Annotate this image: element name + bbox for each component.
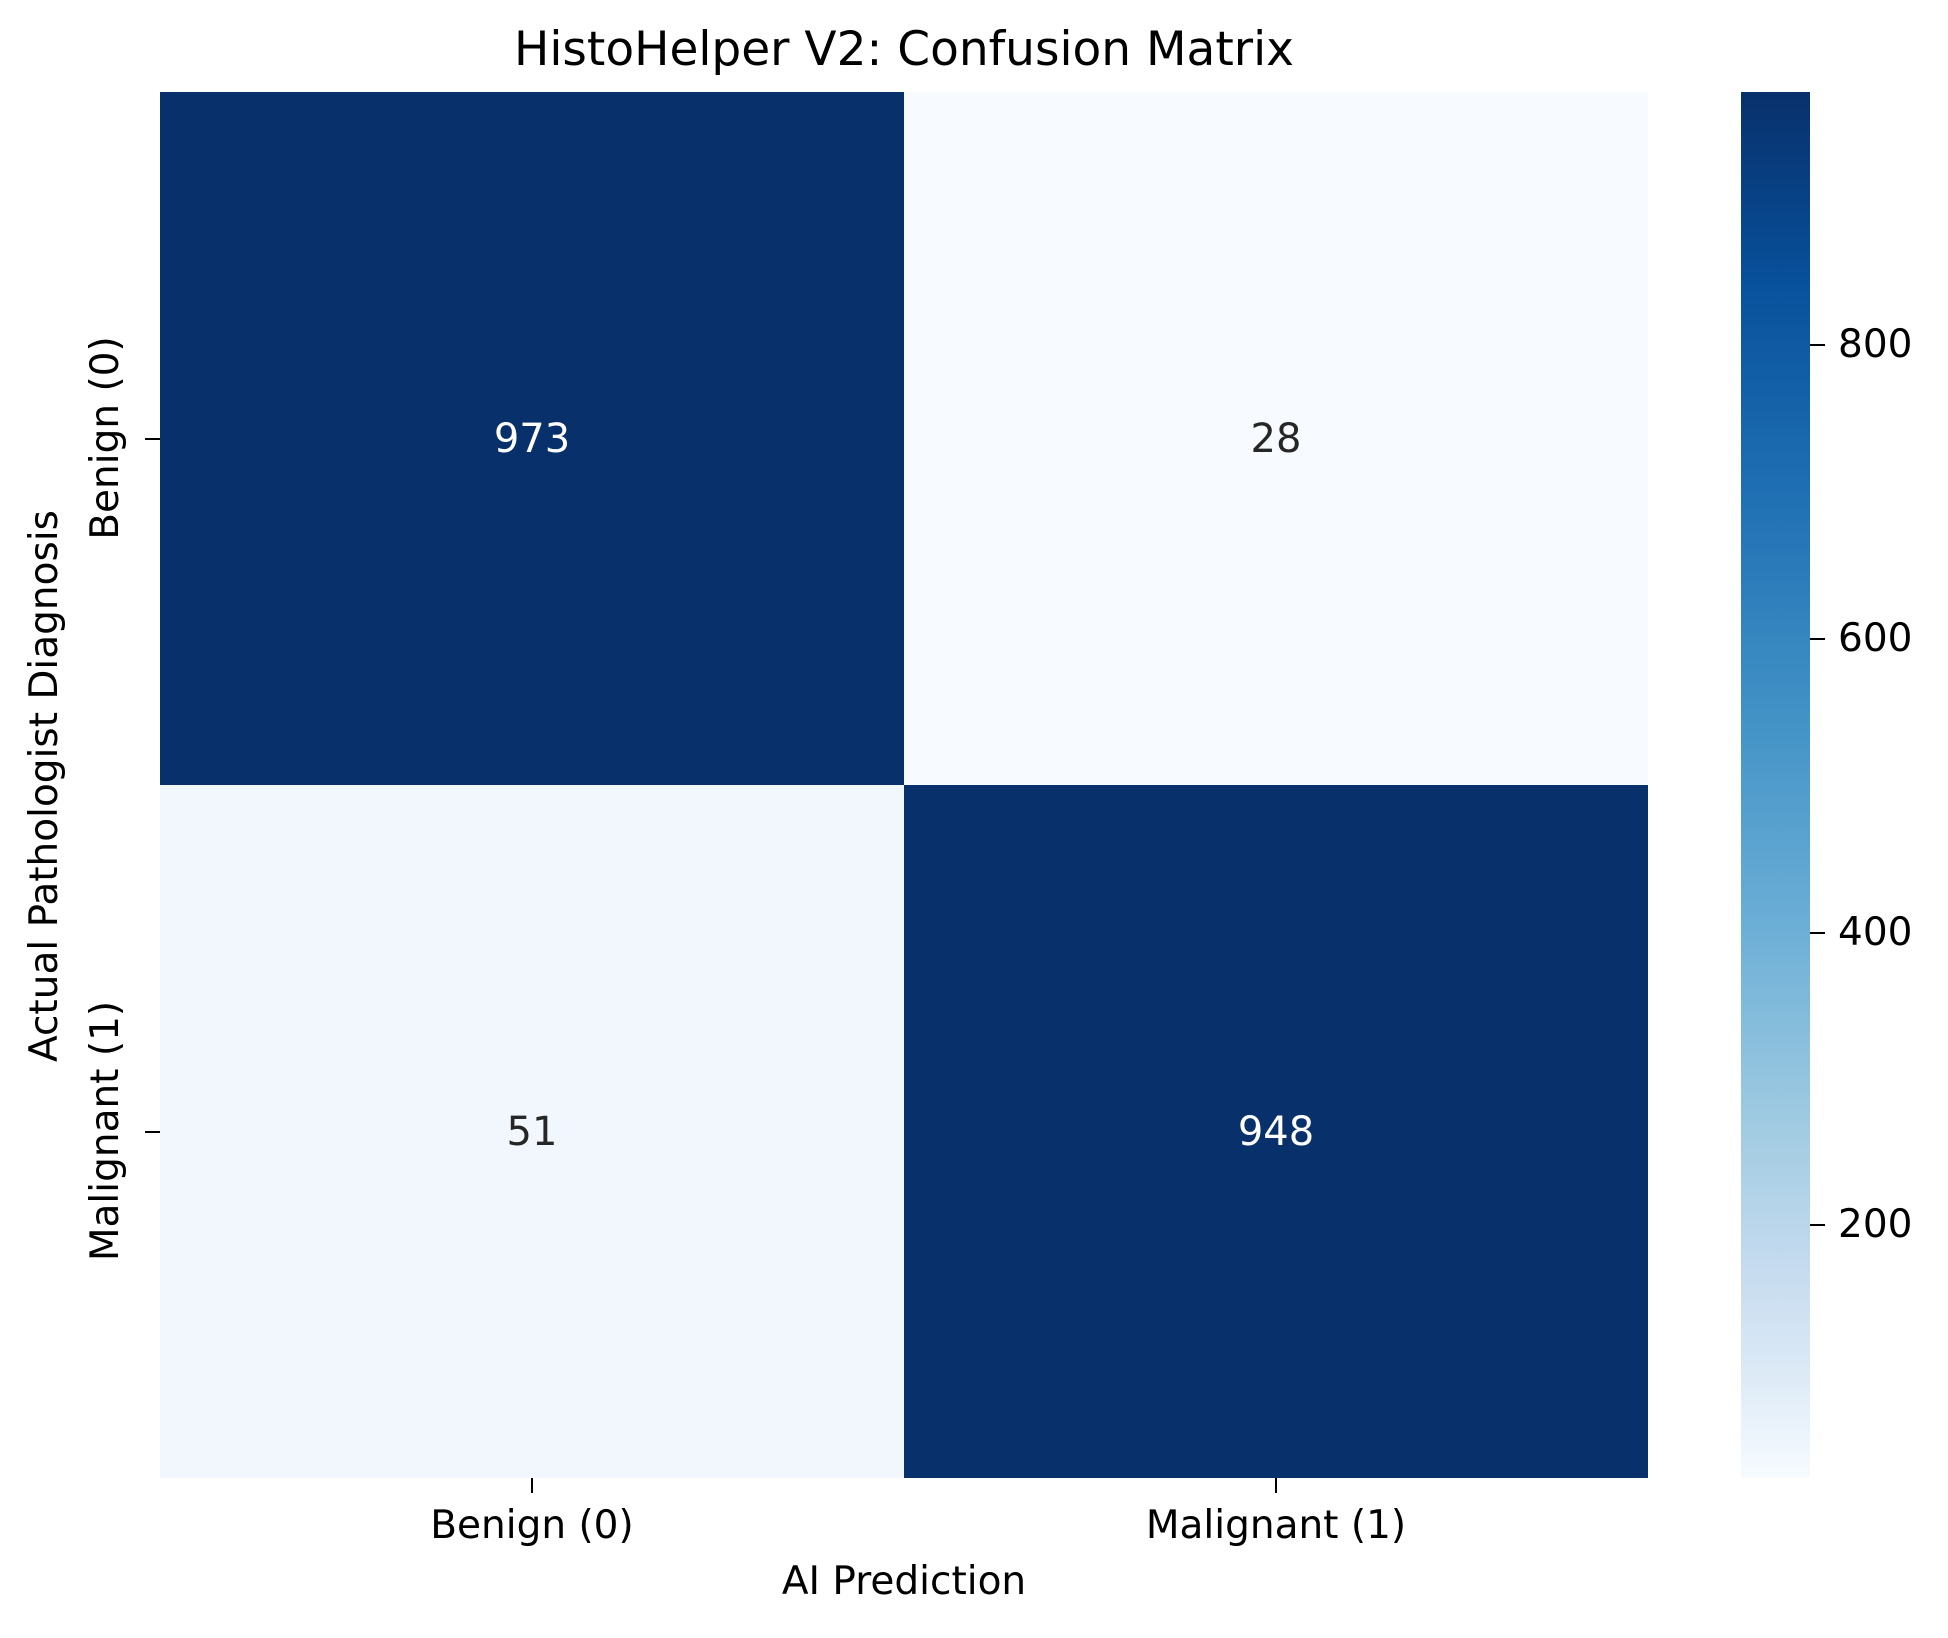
x-tick-label: Malignant (1) [1145,1503,1407,1548]
colorbar-tick-label: 600 [1838,616,1913,661]
y-tick-label: Benign (0) [83,336,128,540]
cell-benign-malignant: 28 [904,92,1648,785]
y-tick-mark [145,1131,160,1133]
cell-value: 28 [1250,415,1302,462]
colorbar-tick-label: 400 [1838,910,1913,955]
colorbar-tick-label: 200 [1838,1202,1913,1247]
y-axis-label: Actual Pathologist Diagnosis [22,510,67,1062]
heatmap-grid: 973 28 51 948 [160,92,1648,1478]
x-tick-mark [1275,1478,1277,1493]
cell-value: 948 [1237,1108,1315,1155]
colorbar-tick-label: 800 [1838,322,1913,367]
y-tick-label: Malignant (1) [83,1000,128,1262]
x-axis-label: AI Prediction [781,1559,1027,1604]
cell-value: 51 [506,1108,558,1155]
colorbar-tick-mark [1810,638,1825,640]
colorbar-tick-mark [1810,932,1825,934]
chart-title: HistoHelper V2: Confusion Matrix [514,22,1294,77]
cell-malignant-benign: 51 [160,785,904,1478]
cell-malignant-malignant: 948 [904,785,1648,1478]
cell-value: 973 [493,415,571,462]
colorbar [1741,92,1810,1478]
cell-benign-benign: 973 [160,92,904,785]
colorbar-tick-mark [1810,1224,1825,1226]
x-tick-label: Benign (0) [430,1503,634,1548]
colorbar-tick-mark [1810,344,1825,346]
x-tick-mark [531,1478,533,1493]
y-tick-mark [145,438,160,440]
